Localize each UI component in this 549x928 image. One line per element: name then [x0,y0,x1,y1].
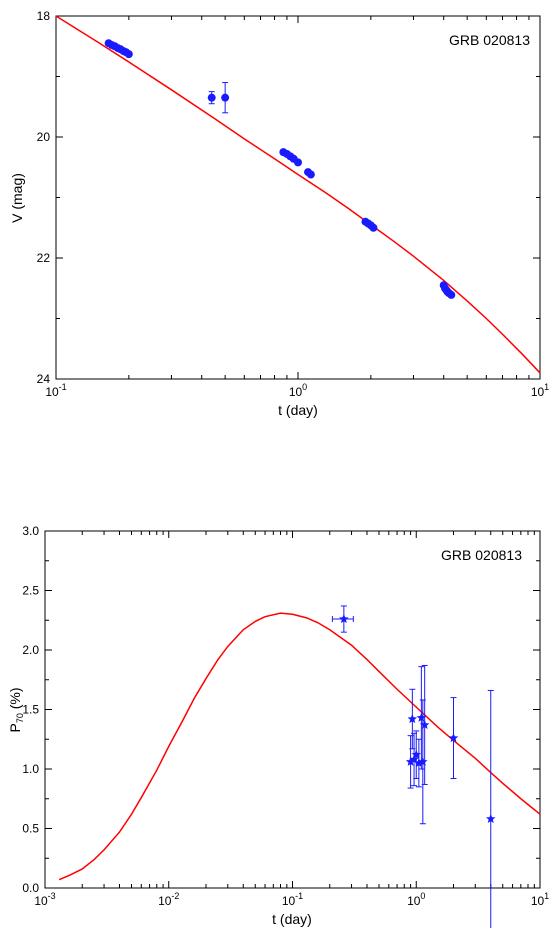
x-tick-base: 10 [407,894,421,908]
x-tick-label: 101 [531,382,549,399]
x-tick-label: 10-3 [34,891,55,908]
x-tick-label: 10-2 [158,891,179,908]
x-tick-label: 10-1 [45,382,66,399]
y-axis-label: V (mag) [9,173,25,223]
data-point [207,93,216,102]
model-curve [55,15,541,374]
data-point [447,290,456,299]
chart-title: GRB 020813 [449,32,530,48]
x-tick-base: 10 [158,894,172,908]
x-tick-exponent: -1 [59,382,67,392]
y-tick-label: 22 [37,251,51,265]
x-tick-exponent: 1 [544,891,549,901]
data-point [419,719,430,730]
y-tick-label: 0.0 [22,881,39,895]
y-tick-label: 3.0 [22,524,39,538]
data-point [294,158,302,167]
y-tick-labels: 0.0 0.5 1.0 1.5 2.0 2.5 3.0 [22,524,39,895]
data-point [486,813,496,824]
y-tick-label: 1.0 [22,762,39,776]
y-tick-labels: 18 20 22 24 [37,9,51,386]
y-tick-label: 2.5 [22,584,39,598]
x-tick-label: 10-1 [282,891,303,908]
x-tick-exponent: 0 [302,382,307,392]
x-axis-label: t (day) [272,911,312,927]
x-tick-label: 100 [289,382,307,399]
y-tick-label: 0.5 [22,822,39,836]
data-point [414,758,424,768]
data-points [104,39,456,299]
data-point [369,223,378,232]
y-axis-label-subscript: 70 [15,713,25,723]
y-axis-label: P70 (%) [7,687,25,732]
data-point [411,749,422,759]
x-tick-base: 10 [34,894,48,908]
x-tick-label: 100 [407,891,425,908]
x-tick-label: 101 [531,891,549,908]
x-tick-labels: 10-3 10-2 10-1 100 101 [34,891,549,908]
data-point [407,714,418,724]
x-tick-base: 10 [531,894,545,908]
x-tick-base: 10 [45,385,59,399]
data-points [331,605,496,928]
plot-frame [55,15,541,380]
y-tick-label: 20 [37,130,51,144]
plot-frame [44,530,541,889]
x-tick-base: 10 [289,385,303,399]
x-tick-base: 10 [531,385,545,399]
data-point [124,50,133,59]
axis-ticks [44,530,541,889]
model-curve [58,612,541,881]
x-axis-label: t (day) [278,402,318,418]
data-point [409,754,419,764]
data-point [339,614,349,624]
x-tick-exponent: -1 [295,891,303,901]
x-tick-exponent: 1 [544,382,549,392]
model-curve-line [58,612,541,881]
data-point [448,733,459,743]
x-tick-exponent: 0 [420,891,425,901]
y-tick-label: 1.5 [22,703,39,717]
data-point [221,93,230,102]
model-curve-line [55,15,541,374]
y-axis-label-unit: (%) [7,687,23,713]
polarization-chart: 10-3 10-2 10-1 100 101 0.00.51.01.52.02.53.0… [7,524,549,928]
y-tick-label: 2.0 [22,643,39,657]
x-tick-exponent: -3 [48,891,56,901]
y-tick-label: 24 [37,372,51,386]
data-point [418,756,428,766]
data-point [405,756,416,766]
data-point [306,170,315,179]
x-tick-base: 10 [282,894,296,908]
x-tick-labels: 10-1 100 101 [45,382,549,399]
chart-title: GRB 020813 [441,547,522,563]
axis-ticks [55,15,541,380]
x-tick-exponent: -2 [171,891,179,901]
y-tick-label: 18 [37,9,51,23]
data-point [416,712,427,722]
y-axis-label-main: P [7,723,23,732]
